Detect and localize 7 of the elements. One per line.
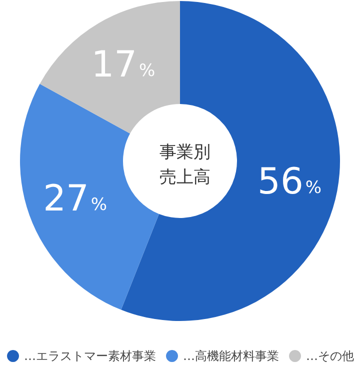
legend-label: …エラストマー素材事業 bbox=[24, 349, 156, 363]
legend-label: …その他 bbox=[306, 349, 354, 363]
data-label: 27% bbox=[43, 178, 108, 220]
legend-label: …高機能材料事業 bbox=[183, 349, 279, 363]
data-label: 56% bbox=[258, 161, 322, 202]
text: 事業別売上高 bbox=[160, 142, 210, 188]
data-label: 17% bbox=[91, 44, 156, 86]
